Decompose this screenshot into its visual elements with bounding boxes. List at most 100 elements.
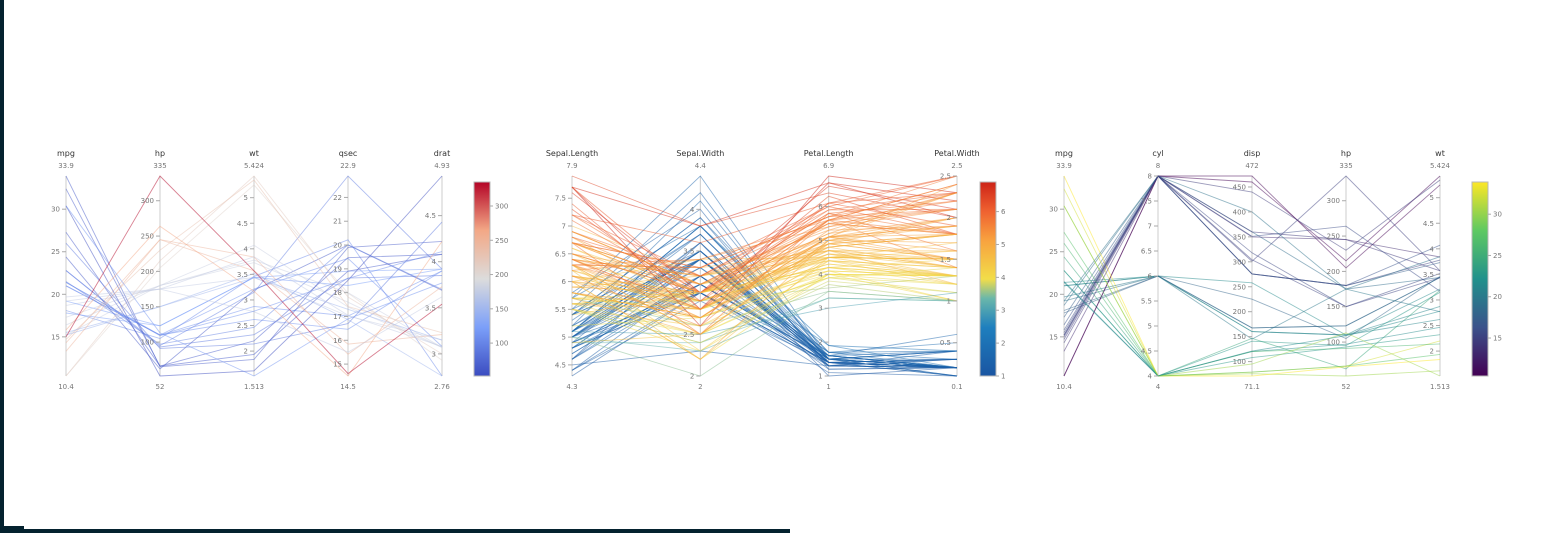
axis-name: hp (155, 149, 165, 158)
data-line (1063, 175, 1441, 377)
data-line (571, 270, 958, 310)
axis-max-label: 7.9 (566, 162, 577, 170)
axis-tick-label: 3.5 (683, 248, 694, 256)
parallel-coordinates-chart: Sepal.Length 7.9 4.3 4.5 5 5.5 6 6.5 7 7.5 Sepal.W… (546, 149, 1006, 391)
data-line (1063, 275, 1441, 340)
axis-tick-label: 2.5 (237, 322, 248, 330)
axis-tick-label: 4 (1148, 373, 1153, 381)
colorbar-tick-label: 4 (1001, 274, 1006, 282)
axis-tick-label: 150 (141, 303, 154, 311)
axis-tick-label: 4.5 (1423, 220, 1434, 228)
axis-tick-label: 4 (818, 271, 823, 279)
axis-tick-label: 400 (1233, 208, 1246, 216)
data-line (571, 292, 958, 335)
data-line (65, 262, 443, 348)
data-line (571, 206, 958, 277)
window-edge-bottom-bar (0, 529, 790, 533)
colorbar-tick-label: 30 (1493, 211, 1502, 219)
axis-max-label: 22.9 (340, 162, 356, 170)
data-line (571, 225, 958, 319)
axis-tick-label: 5 (562, 334, 566, 342)
data-line (1063, 275, 1441, 340)
axis-name: hp (1341, 149, 1351, 158)
axis-tick-label: 30 (51, 206, 60, 214)
data-line (571, 223, 958, 285)
axis-tick-label: 5.5 (1141, 298, 1152, 306)
axis-tick-label: 7.5 (1141, 198, 1152, 206)
axis-max-label: 33.9 (58, 162, 74, 170)
colorbar-tick-label: 2 (1001, 340, 1005, 348)
colorbar-tick-label: 100 (495, 340, 508, 348)
axis-min-label: 1.513 (1430, 383, 1450, 391)
axis-min-label: 71.1 (1244, 383, 1260, 391)
axis-min-label: 10.4 (1056, 383, 1072, 391)
axis-min-label: 52 (156, 383, 165, 391)
data-line (65, 175, 443, 347)
data-line (1063, 205, 1441, 377)
axis-tick-label: 15 (51, 333, 60, 341)
data-line (571, 186, 958, 294)
axis-name: qsec (339, 149, 358, 158)
axis-tick-label: 20 (1049, 291, 1058, 299)
axis-tick-label: 19 (333, 265, 342, 273)
axis-min-label: 1.513 (244, 383, 264, 391)
axis-tick-label: 16 (333, 337, 342, 345)
data-line (65, 225, 443, 377)
axis-tick-label: 2.5 (940, 173, 951, 181)
axis-tick-label: 17 (333, 313, 342, 321)
axis-tick-label: 18 (333, 289, 342, 297)
axis-name: mpg (57, 149, 75, 158)
data-line (65, 231, 443, 367)
data-line (65, 175, 443, 368)
colorbar-tick-label: 200 (495, 271, 508, 279)
axis-name: cyl (1152, 149, 1163, 158)
axis-tick-label: 4.5 (425, 212, 436, 220)
data-line (571, 225, 958, 335)
data-line (65, 239, 443, 377)
data-line (571, 292, 958, 377)
axis-name: wt (249, 149, 259, 158)
data-line (1063, 256, 1441, 377)
axis-tick-label: 15 (1049, 333, 1058, 341)
colorbar (1471, 181, 1489, 377)
axis-name: Petal.Length (804, 149, 854, 158)
axis-tick-label: 4 (244, 245, 249, 253)
axis-tick-label: 6.5 (1141, 248, 1152, 256)
axis-tick-label: 5 (1148, 323, 1152, 331)
axis-tick-label: 100 (1327, 339, 1340, 347)
data-line (1063, 175, 1441, 377)
data-line (571, 350, 958, 367)
axis-tick-label: 7.5 (555, 195, 566, 203)
axis-tick-label: 200 (1327, 268, 1340, 276)
axis-tick-label: 5 (1430, 194, 1434, 202)
axis-tick-label: 21 (333, 218, 342, 226)
colorbar-tick-label: 3 (1001, 307, 1005, 315)
axis-tick-label: 6 (1148, 273, 1153, 281)
axis-name: Sepal.Width (676, 149, 724, 158)
data-line (571, 219, 958, 327)
axis-tick-label: 3 (432, 350, 436, 358)
data-line (65, 256, 443, 347)
axis-tick-label: 5 (818, 237, 822, 245)
axis-name: wt (1435, 149, 1445, 158)
data-line (1063, 175, 1441, 338)
axis-tick-label: 250 (1327, 233, 1340, 241)
axis-tick-label: 4 (432, 258, 437, 266)
axis-min-label: 52 (1342, 383, 1351, 391)
data-line (65, 179, 443, 340)
axis-name: drat (434, 149, 450, 158)
data-line (65, 288, 443, 353)
axis-tick-label: 1.5 (940, 256, 951, 264)
axis-tick-label: 4.5 (237, 220, 248, 228)
axis-tick-label: 20 (51, 291, 60, 299)
data-line (65, 259, 443, 348)
axis-tick-label: 3 (244, 296, 248, 304)
axis-tick-label: 30 (1049, 206, 1058, 214)
data-line (571, 233, 958, 294)
axis-min-label: 14.5 (340, 383, 356, 391)
axis-tick-label: 6 (818, 203, 823, 211)
data-line (571, 175, 958, 269)
axis-tick-label: 450 (1233, 183, 1246, 191)
colorbar-tick-label: 300 (495, 202, 508, 210)
data-line (1063, 275, 1441, 336)
